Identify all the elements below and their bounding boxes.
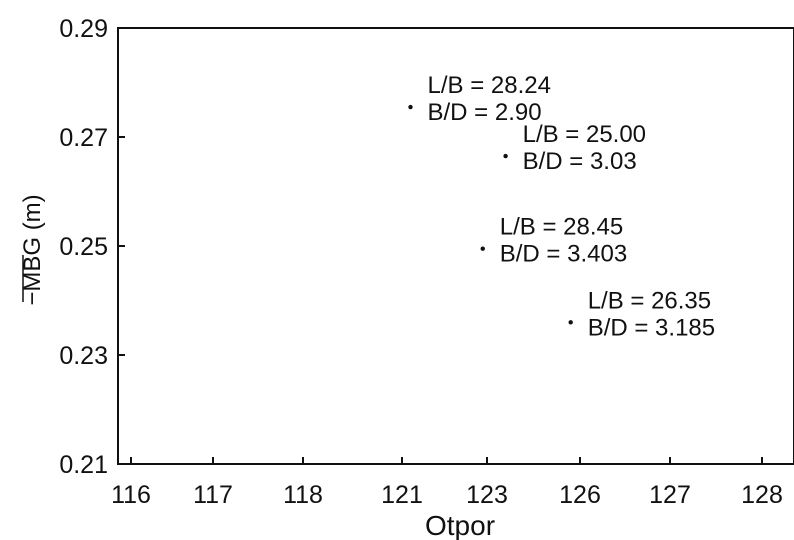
x-axis-title: Otpor: [425, 510, 495, 540]
point-label-bd: B/D = 3.03: [523, 148, 637, 175]
y-tick-label: 0.23: [59, 342, 108, 370]
y-axis-title: −MBG (m): [19, 194, 46, 305]
y-axis-title-group: −MBG (m): [19, 194, 46, 305]
point-label-bd: B/D = 2.90: [428, 99, 542, 126]
y-axis-ticks: 0.29 0.27 0.25 0.23 0.21: [59, 15, 125, 479]
y-tick-label: 0.27: [59, 124, 108, 152]
x-tick-label: 126: [559, 481, 601, 509]
y-tick-label: 0.29: [59, 15, 108, 43]
data-point: [568, 320, 573, 325]
point-label-lb: L/B = 25.00: [523, 121, 646, 148]
x-tick-label: 118: [283, 481, 323, 509]
x-tick-label: 116: [111, 481, 151, 509]
point-label-bd: B/D = 3.403: [500, 241, 627, 268]
point-label-lb: L/B = 28.24: [428, 72, 551, 99]
y-tick-label: 0.25: [59, 233, 108, 261]
y-tick-label: 0.21: [59, 451, 108, 479]
x-tick-label: 127: [649, 481, 691, 509]
x-tick-label: 123: [466, 481, 508, 509]
x-tick-label: 128: [741, 481, 783, 509]
x-tick-label: 117: [193, 481, 233, 509]
data-point: [503, 153, 508, 159]
data-points: L/B = 28.24B/D = 2.90L/B = 25.00B/D = 3.…: [408, 72, 715, 341]
x-tick-label: 121: [381, 481, 423, 509]
point-label-lb: L/B = 28.45: [500, 214, 623, 241]
data-point: [408, 104, 413, 110]
point-label-bd: B/D = 3.185: [588, 314, 715, 341]
data-point: [480, 246, 485, 251]
point-label-lb: L/B = 26.35: [588, 287, 711, 314]
x-axis-ticks: 116 117 118 121 123 126 127 128: [111, 457, 783, 509]
